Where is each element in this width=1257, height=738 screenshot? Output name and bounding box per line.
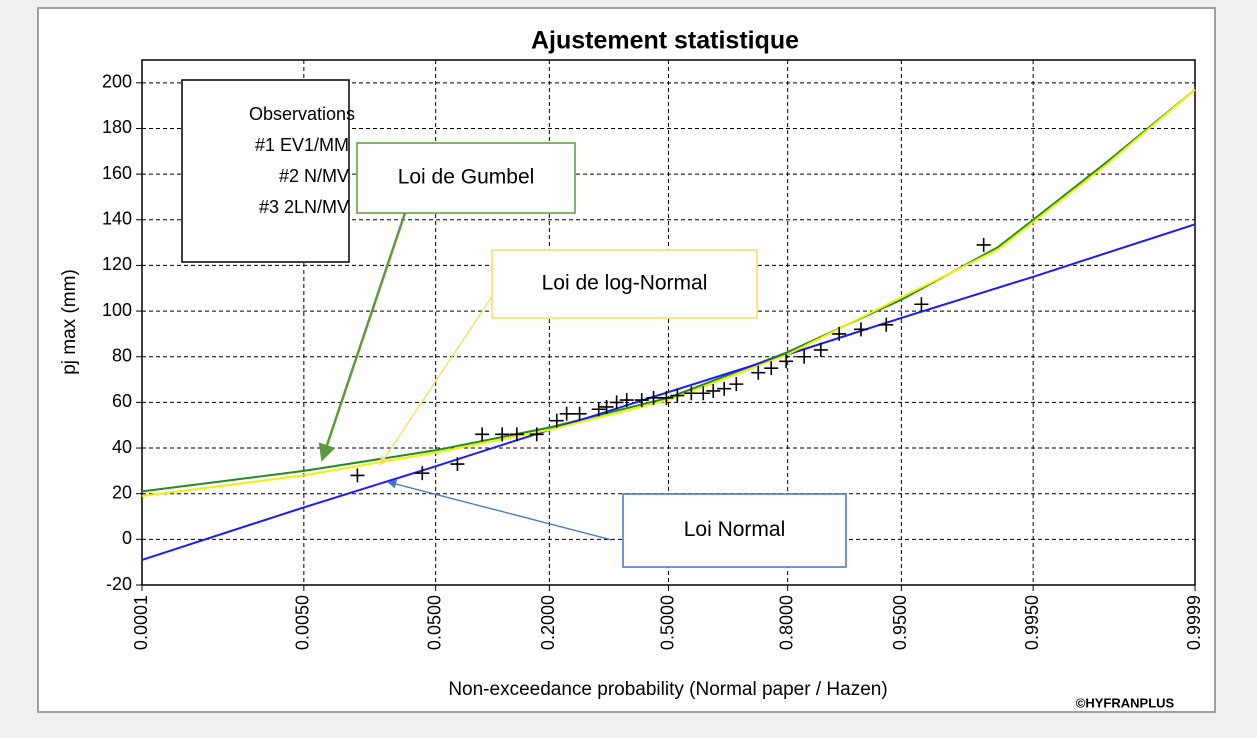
y-tick-label: 80 bbox=[112, 345, 132, 365]
fit-line bbox=[141, 88, 1196, 497]
legend-entry: #3 2LN/MV bbox=[259, 197, 349, 217]
y-tick-label: 0 bbox=[122, 528, 132, 548]
annotation-text: Loi de log-Normal bbox=[542, 272, 708, 295]
observation-marker bbox=[619, 393, 634, 408]
observation-marker bbox=[832, 326, 847, 341]
annotation-text: Loi Normal bbox=[684, 518, 786, 541]
x-tick-label: 0.8000 bbox=[776, 595, 796, 650]
observation-marker bbox=[591, 402, 606, 417]
annotation-box bbox=[491, 249, 758, 319]
observation-marker bbox=[729, 377, 744, 392]
annotation-arrow bbox=[387, 479, 613, 541]
legend-entry: Observations bbox=[249, 104, 355, 124]
legend-box bbox=[181, 79, 350, 263]
observation-marker bbox=[813, 342, 828, 357]
observation-marker bbox=[779, 354, 794, 369]
observation-marker bbox=[646, 390, 661, 405]
plot-frame bbox=[141, 59, 1196, 586]
x-axis-label: Non-exceedance probability (Normal paper… bbox=[448, 679, 887, 700]
observation-marker bbox=[797, 349, 812, 364]
observation-marker bbox=[696, 386, 711, 401]
legend-entry: #1 EV1/MM bbox=[255, 135, 349, 155]
credit: ©HYFRANPLUS bbox=[1076, 695, 1175, 710]
x-tick-label: 0.0050 bbox=[293, 595, 313, 650]
y-tick-label: 20 bbox=[112, 482, 132, 502]
annotation-text: Loi de Gumbel bbox=[398, 166, 535, 189]
legend-entry: #2 N/MV bbox=[279, 166, 349, 186]
y-tick-label: 100 bbox=[102, 300, 132, 320]
observation-marker bbox=[559, 406, 574, 421]
observation-marker bbox=[572, 406, 587, 421]
observation-marker bbox=[914, 297, 929, 312]
annotation-arrow bbox=[318, 212, 407, 462]
observation-marker bbox=[879, 317, 894, 332]
y-tick-label: 60 bbox=[112, 391, 132, 411]
y-tick-label: -20 bbox=[106, 574, 132, 594]
y-tick-label: 180 bbox=[102, 117, 132, 137]
x-tick-label: 0.0500 bbox=[424, 595, 444, 650]
observation-marker bbox=[684, 386, 699, 401]
observation-marker bbox=[706, 383, 721, 398]
observation-marker bbox=[751, 365, 766, 380]
x-tick-label: 0.9500 bbox=[890, 595, 910, 650]
y-tick-label: 120 bbox=[102, 254, 132, 274]
y-axis-label: pj max (mm) bbox=[59, 269, 80, 375]
observation-marker bbox=[670, 388, 685, 403]
observation-marker bbox=[634, 393, 649, 408]
annotation-box bbox=[356, 142, 576, 214]
observation-marker bbox=[529, 427, 544, 442]
observation-marker bbox=[509, 427, 524, 442]
observation-marker bbox=[350, 468, 365, 483]
observation-marker bbox=[599, 399, 614, 414]
observation-marker bbox=[609, 395, 624, 410]
fit-line bbox=[141, 88, 1196, 493]
x-tick-label: 0.9999 bbox=[1184, 595, 1204, 650]
y-tick-label: 160 bbox=[102, 163, 132, 183]
observation-marker bbox=[475, 427, 490, 442]
observation-marker bbox=[976, 237, 991, 252]
observation-marker bbox=[495, 427, 510, 442]
x-tick-label: 0.2000 bbox=[538, 595, 558, 650]
observation-marker bbox=[450, 457, 465, 472]
x-tick-label: 0.9950 bbox=[1022, 595, 1042, 650]
chart-title: Ajustement statistique bbox=[531, 27, 799, 55]
observation-marker bbox=[415, 466, 430, 481]
x-tick-label: 0.0001 bbox=[131, 595, 151, 650]
y-tick-label: 40 bbox=[112, 437, 132, 457]
observation-marker bbox=[717, 381, 732, 396]
y-tick-label: 200 bbox=[102, 72, 132, 92]
observation-marker bbox=[549, 413, 564, 428]
observation-marker bbox=[853, 322, 868, 337]
annotation-box bbox=[622, 493, 847, 568]
observation-marker bbox=[659, 390, 674, 405]
annotation-arrow bbox=[379, 291, 496, 466]
fit-line bbox=[141, 223, 1196, 561]
x-tick-label: 0.5000 bbox=[657, 595, 677, 650]
observation-marker bbox=[764, 361, 779, 376]
y-tick-label: 140 bbox=[102, 209, 132, 229]
